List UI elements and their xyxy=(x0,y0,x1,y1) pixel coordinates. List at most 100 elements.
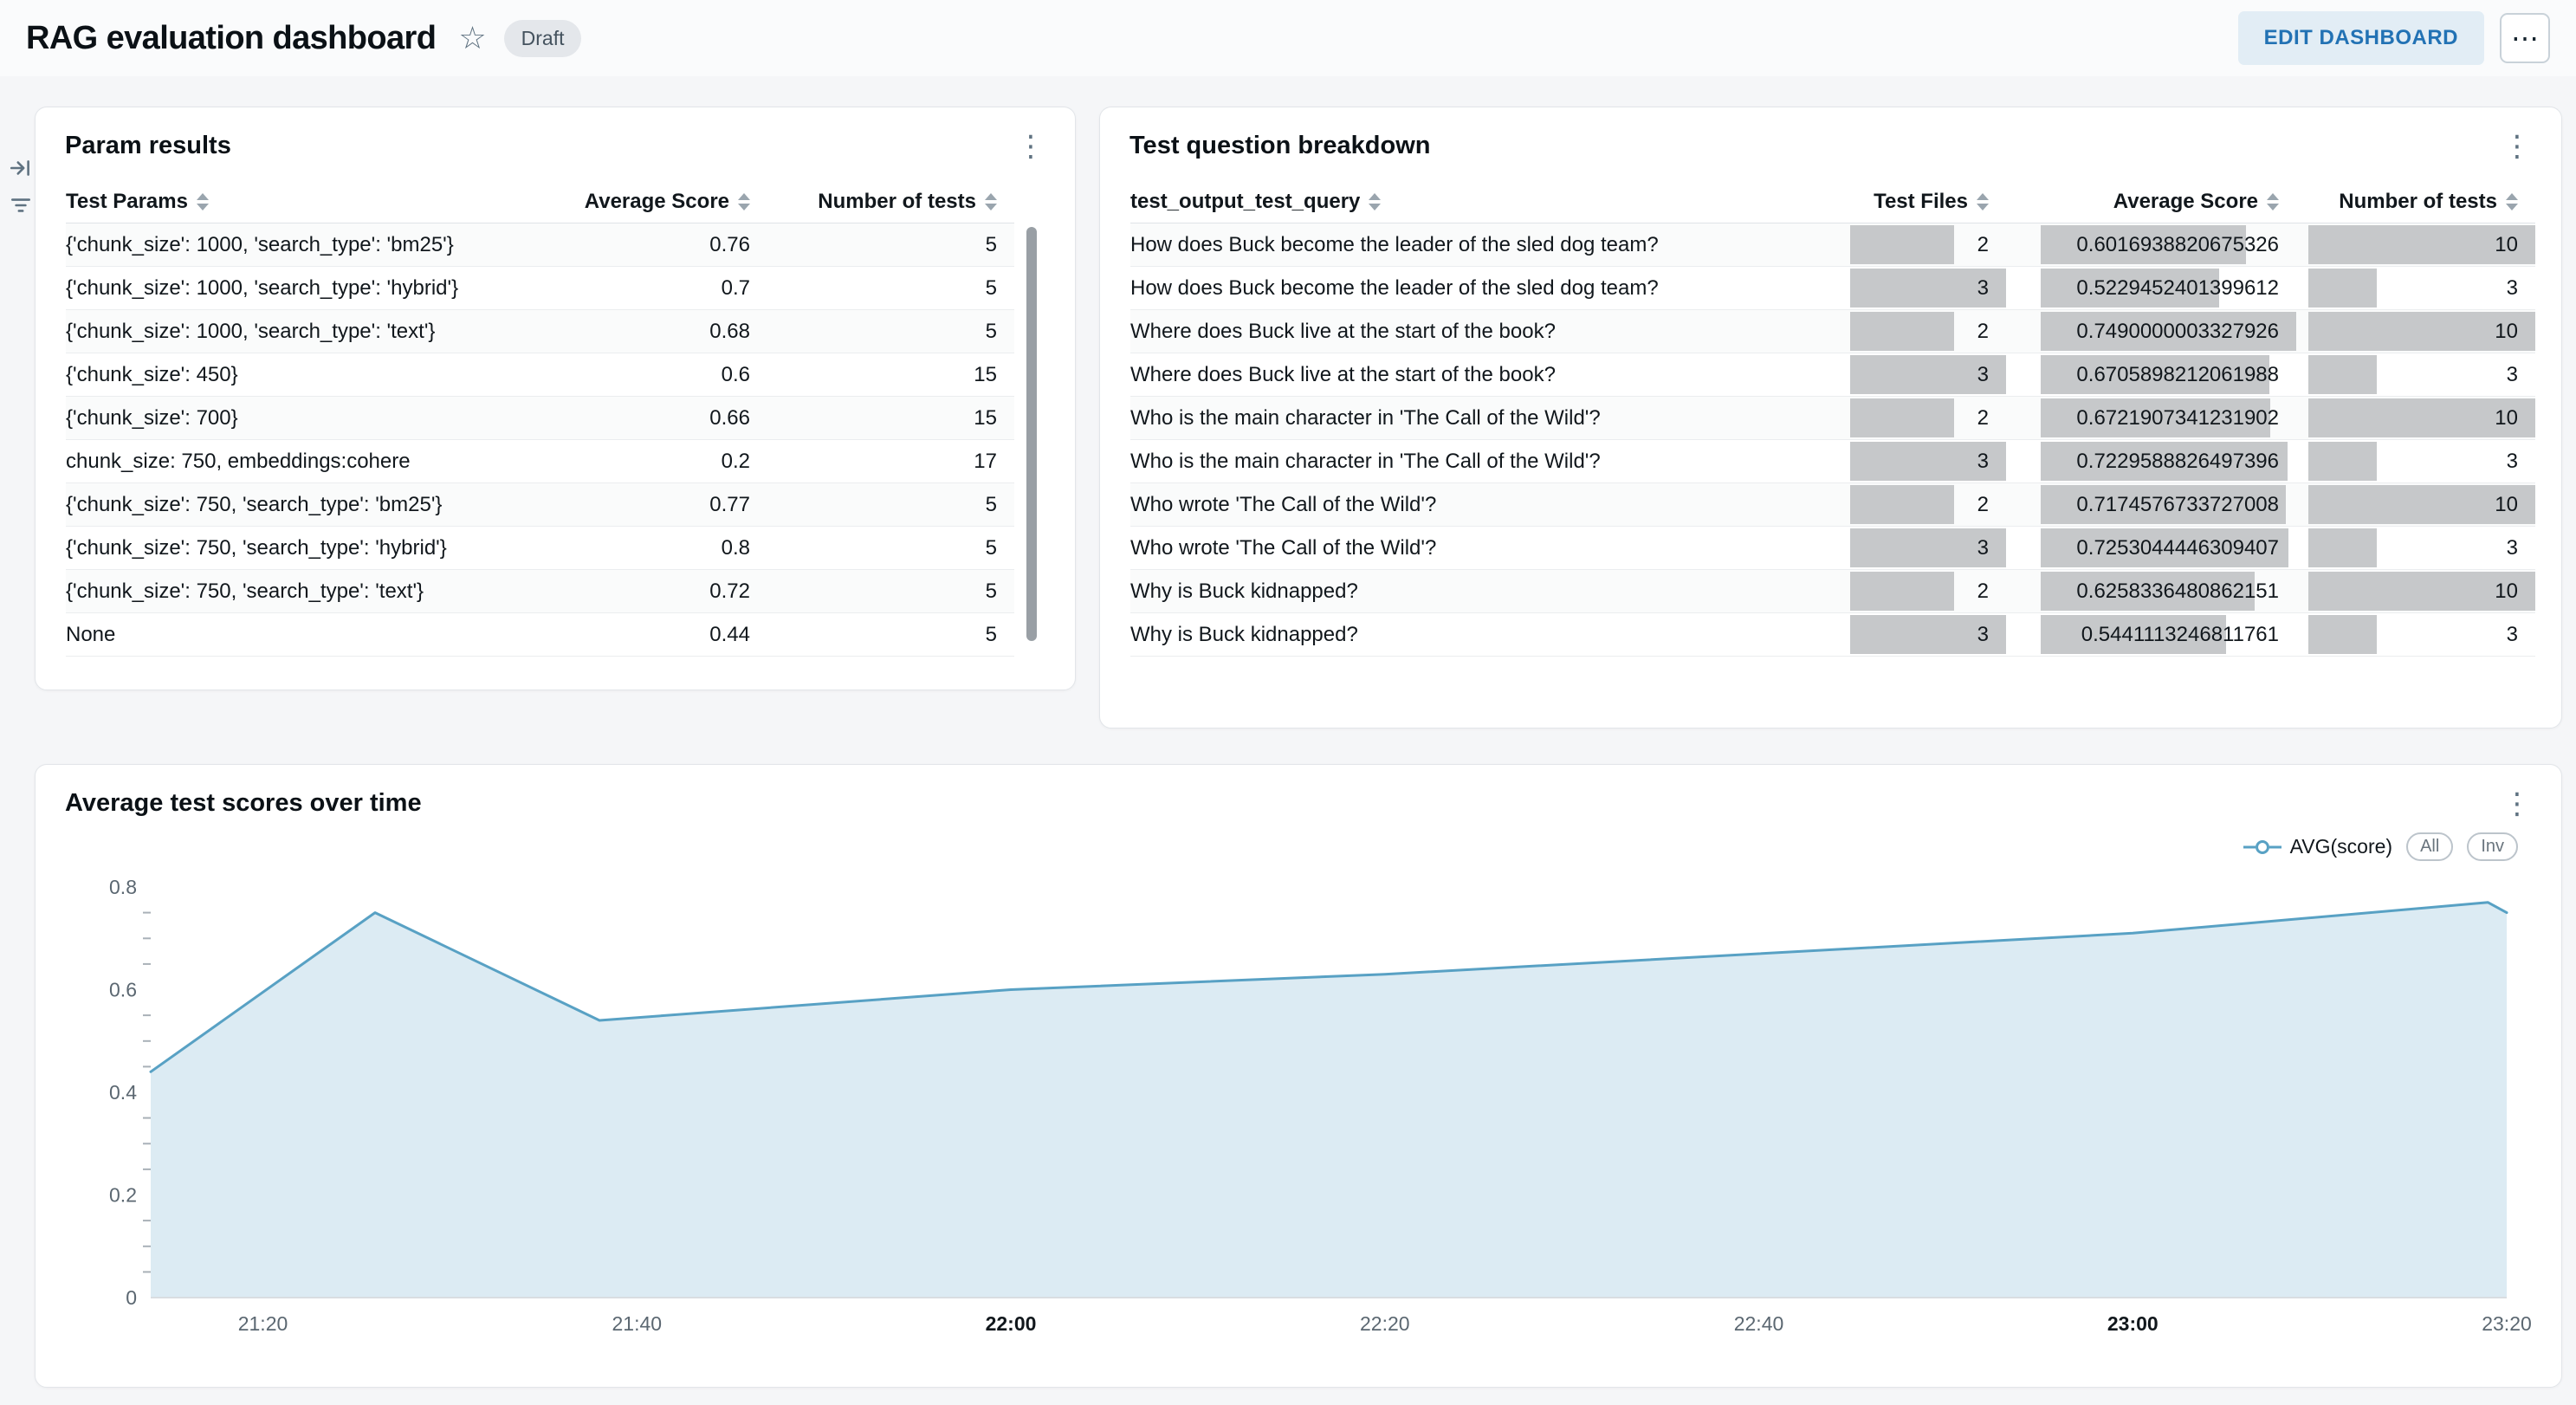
cell-number-of-tests: 5 xyxy=(985,535,997,560)
data-bar xyxy=(2041,615,2227,654)
column-header-number-of-tests[interactable]: Number of tests xyxy=(767,180,1014,223)
legend-inverse-button[interactable]: Inv xyxy=(2467,832,2518,861)
data-bar xyxy=(2041,572,2255,611)
legend-item-avg-score[interactable]: AVG(score) xyxy=(2243,835,2392,858)
sort-icon xyxy=(985,192,997,210)
table-row: Why is Buck kidnapped? 2 0.625833648086215… xyxy=(1130,570,2535,613)
cell-average-score: 0.76 xyxy=(709,232,750,256)
cell-average-score: 0.6721907341231902 xyxy=(2041,397,2296,439)
data-bar xyxy=(1850,572,1955,611)
svg-text:21:20: 21:20 xyxy=(238,1312,288,1335)
page-title: RAG evaluation dashboard xyxy=(26,19,437,56)
card-title: Average test scores over time xyxy=(65,789,422,817)
cell-number-of-tests: 17 xyxy=(974,449,997,473)
legend-label: AVG(score) xyxy=(2289,835,2393,858)
cell-average-score: 0.68 xyxy=(709,319,750,343)
table-row: {'chunk_size': 1000, 'search_type': 'bm2… xyxy=(66,223,1014,267)
data-bar xyxy=(2041,312,2296,351)
sort-icon xyxy=(1369,192,1382,210)
table-row: Who is the main character in 'The Call o… xyxy=(1130,397,2535,440)
more-options-button[interactable]: ⋯ xyxy=(2500,13,2550,63)
cell-query: How does Buck become the leader of the s… xyxy=(1130,275,1659,300)
svg-text:0: 0 xyxy=(126,1286,137,1309)
cell-test-files: 3 xyxy=(1850,440,2006,482)
cell-query: Where does Buck live at the start of the… xyxy=(1130,319,1556,343)
card-title: Test question breakdown xyxy=(1129,132,1431,159)
data-bar xyxy=(2308,225,2535,264)
collapse-panel-button[interactable] xyxy=(7,154,35,185)
data-bar xyxy=(1850,225,1955,264)
kebab-menu-icon[interactable]: ⋮ xyxy=(1016,130,1045,163)
table-row: {'chunk_size': 750, 'search_type': 'text… xyxy=(66,570,1014,613)
data-bar xyxy=(2041,355,2270,394)
kebab-menu-icon[interactable]: ⋮ xyxy=(2502,130,2532,163)
data-bar xyxy=(1850,615,2006,654)
cell-test-params: {'chunk_size': 750, 'search_type': 'hybr… xyxy=(66,535,447,560)
column-header-average-score[interactable]: Average Score xyxy=(482,180,767,223)
card-title: Param results xyxy=(65,132,231,159)
cell-test-files: 2 xyxy=(1850,570,2006,612)
param-results-card: Param results ⋮ Test Params Average Scor… xyxy=(35,107,1076,690)
data-bar xyxy=(1850,398,1955,437)
data-bar xyxy=(2041,442,2288,481)
table-row: Where does Buck live at the start of the… xyxy=(1130,353,2535,397)
scores-chart[interactable]: 0 0.2 0.4 0.6 0.8 21:20 21:40 22:00 22:20 22:40 23… xyxy=(36,864,2561,1350)
column-header-average-score[interactable]: Average Score xyxy=(2041,180,2296,223)
cell-test-params: chunk_size: 750, embeddings:cohere xyxy=(66,449,411,473)
left-rail xyxy=(7,154,35,222)
cell-test-params: {'chunk_size': 1000, 'search_type': 'tex… xyxy=(66,319,436,343)
cell-number-of-tests: 3 xyxy=(2308,527,2535,569)
svg-text:22:20: 22:20 xyxy=(1360,1312,1410,1335)
cell-average-score: 0.6705898212061988 xyxy=(2041,353,2296,396)
cell-test-params: {'chunk_size': 1000, 'search_type': 'bm2… xyxy=(66,232,454,256)
column-header-number-of-tests[interactable]: Number of tests xyxy=(2308,180,2535,223)
filter-icon xyxy=(11,198,30,212)
cell-test-files: 3 xyxy=(1850,353,2006,396)
table-header-row: test_output_test_query Test Files Averag… xyxy=(1130,180,2535,223)
data-bar xyxy=(2041,485,2286,524)
cell-query: Why is Buck kidnapped? xyxy=(1130,622,1358,646)
cell-number-of-tests: 15 xyxy=(974,362,997,386)
cell-average-score: 0.7174576733727008 xyxy=(2041,483,2296,526)
data-bar xyxy=(1850,485,1955,524)
table-row: {'chunk_size': 1000, 'search_type': 'hyb… xyxy=(66,267,1014,310)
table-row: {'chunk_size': 750, 'search_type': 'bm25… xyxy=(66,483,1014,527)
cell-average-score: 0.77 xyxy=(709,492,750,516)
cell-number-of-tests: 10 xyxy=(2308,397,2535,439)
line-series-marker-icon xyxy=(2243,839,2282,854)
cell-test-params: {'chunk_size': 750, 'search_type': 'text… xyxy=(66,579,424,603)
cell-number-of-tests: 10 xyxy=(2308,483,2535,526)
question-breakdown-table: test_output_test_query Test Files Averag… xyxy=(1130,180,2535,657)
svg-text:0.4: 0.4 xyxy=(109,1081,137,1104)
panel-collapse-right-icon xyxy=(10,160,29,176)
cell-number-of-tests: 5 xyxy=(985,275,997,300)
cell-average-score: 0.5441113246811761 xyxy=(2041,613,2296,656)
table-row: Where does Buck live at the start of the… xyxy=(1130,310,2535,353)
cell-test-files: 3 xyxy=(1850,613,2006,656)
column-header-test-files[interactable]: Test Files xyxy=(1850,180,2006,223)
cell-average-score: 0.7253044446309407 xyxy=(2041,527,2296,569)
column-header-test-output-test-query[interactable]: test_output_test_query xyxy=(1130,180,1815,223)
cell-number-of-tests: 5 xyxy=(985,319,997,343)
favorite-star-icon[interactable]: ☆ xyxy=(458,20,487,55)
cell-query: Where does Buck live at the start of the… xyxy=(1130,362,1556,386)
legend-select-all-button[interactable]: All xyxy=(2406,832,2454,861)
cell-number-of-tests: 5 xyxy=(985,492,997,516)
edit-dashboard-button[interactable]: EDIT DASHBOARD xyxy=(2237,11,2484,65)
column-header-test-params[interactable]: Test Params xyxy=(66,180,482,223)
param-results-body: {'chunk_size': 1000, 'search_type': 'bm2… xyxy=(66,223,1014,657)
cell-number-of-tests: 10 xyxy=(2308,310,2535,353)
cell-number-of-tests: 10 xyxy=(2308,570,2535,612)
table-row: Who wrote 'The Call of the Wild'? 2 0.7174… xyxy=(1130,483,2535,527)
cell-test-files: 2 xyxy=(1850,310,2006,353)
svg-text:22:40: 22:40 xyxy=(1734,1312,1784,1335)
ellipsis-icon: ⋯ xyxy=(2511,23,2539,54)
cell-average-score: 0.7229588826497396 xyxy=(2041,440,2296,482)
cell-test-files: 3 xyxy=(1850,527,2006,569)
filters-button[interactable] xyxy=(7,191,35,222)
table-row: How does Buck become the leader of the s… xyxy=(1130,267,2535,310)
data-bar xyxy=(2308,572,2535,611)
table-scrollbar[interactable] xyxy=(1026,227,1037,641)
svg-text:23:20: 23:20 xyxy=(2482,1312,2532,1335)
kebab-menu-icon[interactable]: ⋮ xyxy=(2502,787,2532,820)
